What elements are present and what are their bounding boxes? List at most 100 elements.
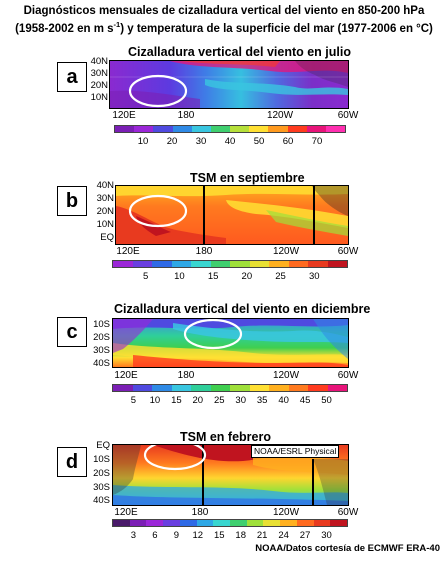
colorbar-tick-label: 18	[235, 530, 246, 541]
colorbar-swatch	[296, 520, 314, 526]
colorbar-swatch	[171, 385, 191, 391]
colorbar-swatch	[249, 126, 269, 132]
panel-a-highlight-circle	[128, 74, 188, 108]
panel-a-ytick: 40N	[90, 56, 108, 67]
panel-c-ytick: 10S	[93, 319, 110, 330]
panel-d-colorbar	[112, 519, 348, 527]
colorbar-swatch	[280, 520, 297, 526]
colorbar-tick-label: 6	[152, 530, 158, 541]
panel-c-map	[112, 318, 349, 368]
colorbar-swatch	[287, 126, 307, 132]
panel-c-field	[113, 319, 348, 367]
colorbar-swatch	[213, 520, 231, 526]
colorbar-swatch	[269, 261, 289, 267]
panel-b-highlight-circle	[128, 194, 188, 228]
colorbar-tick-label: 40	[278, 395, 289, 406]
colorbar-tick-label: 12	[192, 530, 204, 541]
header-line-2: (1958-2002 en m s-1) y temperatura de la…	[15, 20, 433, 35]
colorbar-tick-label: 30	[235, 395, 246, 406]
panel-d-xtick: 60W	[337, 507, 359, 518]
colorbar-swatch	[146, 520, 164, 526]
panel-d-xtick: 120W	[272, 507, 300, 518]
panel-b-ytick: 30N	[96, 193, 114, 204]
colorbar-swatch	[230, 126, 250, 132]
colorbar-tick-label: 40	[224, 136, 236, 147]
panel-c-colorbar	[112, 384, 348, 392]
colorbar-tick-label: 30	[308, 271, 320, 282]
panel-b-field	[116, 186, 348, 244]
colorbar-tick-label: 20	[166, 136, 178, 147]
colorbar-swatch	[210, 126, 231, 132]
colorbar-swatch	[196, 520, 214, 526]
colorbar-swatch	[191, 385, 211, 391]
colorbar-tick-label: 15	[213, 530, 225, 541]
panel-c-title: Cizalladura vertical del viento en dicie…	[114, 302, 371, 316]
colorbar-swatch	[172, 126, 192, 132]
colorbar-swatch	[268, 126, 288, 132]
colorbar-tick-label: 5	[130, 395, 137, 406]
panel-c-highlight-circle	[183, 319, 243, 350]
panel-b-ytick: 10N	[96, 219, 114, 230]
panel-b-ytick: 20N	[96, 206, 114, 217]
panel-a-ytick: 30N	[90, 68, 108, 79]
panel-d-highlight-circle	[143, 445, 207, 471]
panel-d-letter: d	[57, 447, 87, 477]
colorbar-swatch	[113, 261, 133, 267]
panel-b-ytick: EQ	[100, 232, 114, 243]
panel-a-ytick: 20N	[90, 80, 108, 91]
panel-d-ytick: 10S	[93, 454, 110, 465]
colorbar-tick-label: 15	[171, 395, 182, 406]
colorbar-swatch	[288, 385, 308, 391]
panel-b-xtick: 120E	[116, 246, 140, 257]
figure-header: Diagnósticos mensuales de cizalladura ve…	[0, 5, 448, 36]
colorbar-swatch	[263, 520, 281, 526]
panel-d-xtick: 180	[191, 507, 209, 518]
colorbar-tick-label: 5	[143, 271, 149, 282]
colorbar-swatch	[134, 126, 154, 132]
panel-d-ytick: 30S	[93, 482, 110, 493]
colorbar-swatch	[330, 520, 348, 526]
panel-c-letter: c	[57, 317, 87, 347]
panel-d-xtick: 120E	[114, 507, 138, 518]
colorbar-tick-label: 24	[278, 530, 289, 541]
colorbar-tick-label: 30	[321, 530, 332, 541]
colorbar-tick-label: 70	[311, 136, 323, 147]
panel-a-letter: a	[57, 62, 87, 92]
panel-a-map	[109, 60, 349, 109]
colorbar-swatch	[115, 126, 135, 132]
colorbar-swatch	[171, 261, 191, 267]
colorbar-tick-label: 10	[174, 271, 185, 282]
colorbar-tick-label: 50	[253, 136, 265, 147]
colorbar-swatch	[230, 261, 250, 267]
panel-b-xtick: 60W	[337, 246, 359, 257]
colorbar-tick-label: 15	[207, 271, 219, 282]
colorbar-tick-label: 45	[299, 395, 311, 406]
colorbar-swatch	[163, 520, 180, 526]
panel-d-map	[112, 444, 349, 506]
colorbar-swatch	[230, 385, 250, 391]
panel-b-colorbar	[112, 260, 348, 268]
panel-b-xtick: 120W	[272, 246, 300, 257]
colorbar-swatch	[210, 385, 230, 391]
panel-c-ytick: 30S	[93, 345, 110, 356]
colorbar-tick-label: 50	[321, 395, 332, 406]
colorbar-swatch	[308, 261, 328, 267]
colorbar-swatch	[132, 385, 152, 391]
colorbar-swatch	[249, 385, 269, 391]
panel-a-xtick: 60W	[337, 110, 359, 121]
panel-a-field	[110, 61, 348, 108]
panel-d-watermark: NOAA/ESRL Physical	[251, 445, 340, 458]
colorbar-tick-label: 10	[137, 136, 149, 147]
colorbar-swatch	[132, 261, 152, 267]
colorbar-swatch	[327, 261, 347, 267]
colorbar-tick-label: 21	[256, 530, 268, 541]
colorbar-swatch	[191, 261, 211, 267]
panel-a-title: Cizalladura vertical del viento en julio	[128, 45, 351, 59]
panel-a-colorbar	[114, 125, 346, 133]
colorbar-tick-label: 10	[149, 395, 161, 406]
panel-d-ytick: 20S	[93, 468, 110, 479]
panel-c-xtick: 120W	[272, 370, 300, 381]
colorbar-swatch	[230, 520, 247, 526]
colorbar-tick-label: 30	[195, 136, 207, 147]
panel-b-ytick: 40N	[96, 180, 114, 191]
